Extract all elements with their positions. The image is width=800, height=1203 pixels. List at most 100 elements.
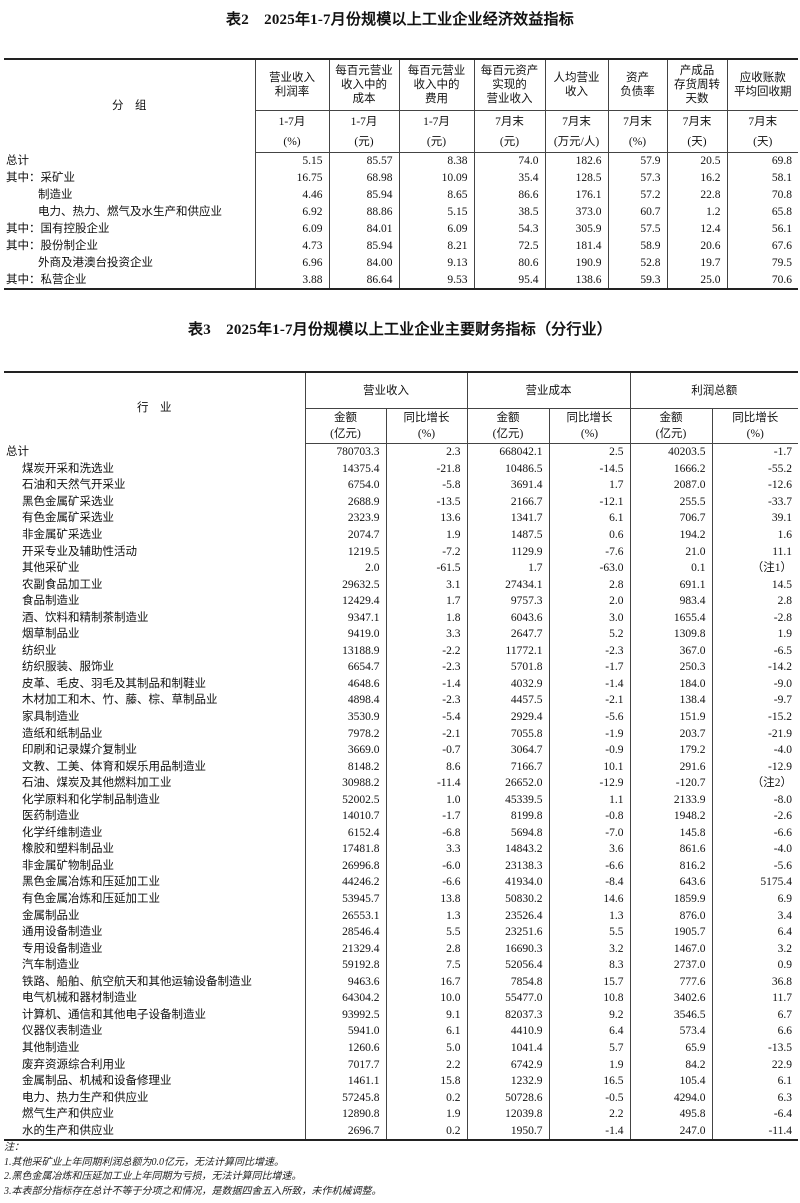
- table-row: 石油、煤炭及其他燃料加工业 30988.2 -11.4 26652.0 -12.9 -12…: [4, 774, 798, 792]
- cell-value: 1.9: [385, 1105, 467, 1123]
- cell-value: 8148.2: [304, 758, 386, 775]
- cell-value: 23251.6: [466, 923, 549, 941]
- cell-value: -2.1: [548, 692, 630, 709]
- cell-value: 2929.4: [466, 708, 549, 726]
- cell-value: 1905.7: [629, 923, 712, 941]
- column-name: 营业收入 利润率: [269, 72, 315, 98]
- column-period: 1-7月: [350, 115, 378, 128]
- cell-value: 2696.7: [304, 1122, 386, 1140]
- cell-value: 57245.8: [304, 1089, 386, 1106]
- cell-value: 5.15: [254, 152, 329, 170]
- cell-value: 14.5: [711, 576, 798, 593]
- cell-value: -1.9: [548, 725, 630, 742]
- cell-value: 10.09: [398, 169, 474, 187]
- row-label: 石油和天然气开采业: [22, 479, 126, 492]
- cell-value: 8.3: [548, 956, 630, 974]
- cell-value: 2323.9: [304, 510, 386, 527]
- row-label: 其他制造业: [22, 1041, 80, 1054]
- row-label: 其他采矿业: [22, 562, 80, 575]
- cell-value: -5.8: [385, 477, 467, 494]
- cell-value: 2.3: [385, 443, 467, 461]
- table-row: 纺织服装、服饰业 6654.7 -2.3 5701.8 -1.7 250.3 -14.2: [4, 659, 798, 676]
- table-row: 造纸和纸制品业 7978.2 -2.1 7055.8 -1.9 203.7 -21.9: [4, 725, 798, 742]
- cell-value: 5.0: [385, 1039, 467, 1057]
- cell-value: 55477.0: [466, 990, 549, 1007]
- cell-value: 36.8: [711, 973, 798, 991]
- cell-value: 84.00: [328, 254, 399, 272]
- cell-value: -5.6: [548, 708, 630, 726]
- cell-value: -2.1: [385, 725, 467, 742]
- cell-value: 26553.1: [304, 907, 386, 924]
- table-row: 皮革、毛皮、羽毛及其制品和制鞋业 4648.6 -1.4 4032.9 -1.4 184.…: [4, 675, 798, 693]
- cell-value: 22.8: [666, 186, 727, 204]
- cell-value: 4410.9: [466, 1023, 549, 1040]
- subcolumn-name: 同比增长: [403, 412, 450, 424]
- cell-value: 0.6: [548, 526, 630, 544]
- column-name: 产成品 存货周转 天数: [674, 65, 720, 105]
- cell-value: -4.0: [711, 841, 798, 858]
- subcolumn-header: 金额 (亿元): [629, 408, 712, 444]
- subcolumn-header: 同比增长 (%): [385, 408, 467, 444]
- cell-value: 6.09: [254, 220, 329, 238]
- cell-value: （注1）: [711, 559, 798, 577]
- group-header: 利润总额: [629, 372, 798, 409]
- cell-value: 4898.4: [304, 692, 386, 709]
- row-label: 水的生产和供应业: [22, 1124, 114, 1137]
- note-line: 1.其他采矿业上年同期利润总额为0.0亿元，无法计算同比增速。: [4, 1156, 284, 1168]
- cell-value: 16.2: [666, 169, 727, 187]
- cell-value: 8.38: [398, 152, 474, 170]
- subcolumn-unit: (亿元): [492, 428, 524, 440]
- cell-value: 3.88: [254, 271, 329, 290]
- cell-value: 12429.4: [304, 592, 386, 610]
- cell-value: -2.6: [711, 808, 798, 825]
- subcolumn-unit: (%): [580, 428, 599, 440]
- cell-value: 1.9: [385, 526, 467, 544]
- cell-value: 10486.5: [466, 460, 549, 478]
- cell-value: 5941.0: [304, 1023, 386, 1040]
- column-name: 人均营业 收入: [553, 72, 600, 98]
- cell-value: 57.3: [607, 169, 667, 187]
- row-label: 专用设备制造业: [22, 942, 103, 955]
- row-label: 家具制造业: [22, 711, 80, 724]
- table-row: 其中：国有控股企业 6.09 84.01 6.09 54.3 305.9 57.5 12.4 5…: [4, 220, 798, 238]
- cell-value: 25.0: [666, 271, 727, 290]
- cell-value: 495.8: [629, 1105, 712, 1123]
- cell-value: 6.6: [711, 1023, 798, 1040]
- cell-value: 305.9: [544, 220, 608, 238]
- row-label: 金属制品业: [22, 909, 80, 922]
- cell-value: -14.5: [548, 460, 630, 478]
- column-period-unit: 1-7月 (%): [254, 110, 329, 153]
- row-label: 电气机械和器材制造业: [22, 992, 137, 1005]
- cell-value: 6.4: [548, 1023, 630, 1040]
- cell-value: -33.7: [711, 493, 798, 511]
- table-row: 化学原料和化学制品制造业 52002.5 1.0 45339.5 1.1 2133.9 -8…: [4, 791, 798, 809]
- column-unit: (元): [354, 135, 374, 148]
- cell-value: -12.9: [548, 774, 630, 792]
- cell-value: 10.1: [548, 758, 630, 775]
- table-row: 制造业 4.46 85.94 8.65 86.6 176.1 57.2 22.8 70.8: [4, 186, 798, 204]
- cell-value: 706.7: [629, 510, 712, 527]
- table3-title: 表3 2025年1-7月份规模以上工业企业主要财务指标（分行业）: [188, 322, 612, 338]
- cell-value: -2.3: [385, 659, 467, 676]
- cell-value: 194.2: [629, 526, 712, 544]
- cell-value: -1.7: [548, 659, 630, 676]
- table-row: 其中：采矿业 16.75 68.98 10.09 35.4 128.5 57.3 16.2 58…: [4, 169, 798, 187]
- cell-value: -8.0: [711, 791, 798, 809]
- cell-value: 1.0: [385, 791, 467, 809]
- cell-value: 1.9: [711, 626, 798, 643]
- cell-value: 86.64: [328, 271, 399, 290]
- row-label: 开采专业及辅助性活动: [22, 545, 137, 558]
- column-header: 每百元资产 实现的 营业收入: [473, 59, 545, 111]
- subcolumn-name: 金额: [334, 412, 357, 424]
- cell-value: 16.5: [548, 1072, 630, 1090]
- table-row: 非金属矿物制品业 26996.8 -6.0 23138.3 -6.6 816.2 -5.6: [4, 857, 798, 875]
- cell-value: 4648.6: [304, 675, 386, 693]
- column-unit: (天): [687, 135, 707, 148]
- cell-value: 40203.5: [629, 443, 712, 461]
- cell-value: 6043.6: [466, 609, 549, 627]
- cell-value: -2.3: [548, 642, 630, 660]
- cell-value: -9.0: [711, 675, 798, 693]
- cell-value: 9.13: [398, 254, 474, 272]
- table-row: 食品制造业 12429.4 1.7 9757.3 2.0 983.4 2.8: [4, 592, 798, 610]
- row-label: 燃气生产和供应业: [22, 1108, 114, 1121]
